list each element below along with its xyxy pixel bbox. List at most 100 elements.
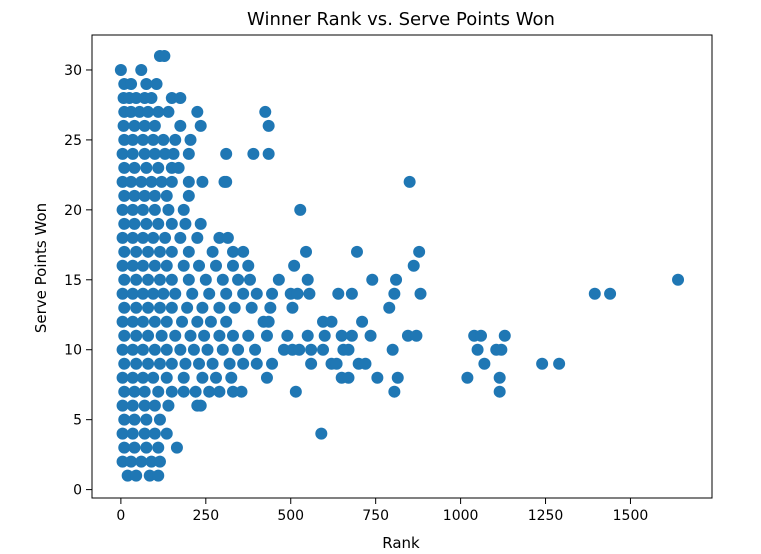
data-point <box>116 455 129 468</box>
data-point <box>126 399 139 412</box>
data-point <box>138 147 151 160</box>
data-point <box>198 329 211 342</box>
data-point <box>495 343 508 356</box>
data-point <box>191 105 204 118</box>
data-point <box>216 343 229 356</box>
data-point <box>182 273 195 286</box>
data-point <box>345 287 358 300</box>
data-point <box>177 371 190 384</box>
data-point <box>553 357 566 370</box>
data-point <box>213 231 226 244</box>
data-point <box>193 357 206 370</box>
data-point <box>153 413 166 426</box>
data-point <box>317 315 330 328</box>
data-point <box>260 329 273 342</box>
data-point <box>359 357 372 370</box>
data-point <box>160 315 173 328</box>
data-point <box>305 343 318 356</box>
data-point <box>158 49 171 62</box>
data-point <box>264 301 277 314</box>
y-tick-label: 10 <box>64 343 82 359</box>
data-point <box>301 329 314 342</box>
data-point <box>315 427 328 440</box>
data-point <box>126 203 139 216</box>
data-point <box>140 161 153 174</box>
data-point <box>126 371 139 384</box>
data-point <box>125 455 138 468</box>
data-point <box>226 259 239 272</box>
data-point <box>152 105 165 118</box>
data-point <box>162 203 175 216</box>
data-point <box>148 203 161 216</box>
data-point <box>366 273 379 286</box>
data-point <box>165 301 178 314</box>
data-point <box>128 189 141 202</box>
data-point <box>133 105 146 118</box>
data-point <box>126 147 139 160</box>
data-point <box>165 273 178 286</box>
data-point <box>493 385 506 398</box>
data-point <box>138 385 151 398</box>
data-point <box>126 287 139 300</box>
y-tick-label: 20 <box>64 203 82 219</box>
data-point <box>136 315 149 328</box>
points-layer <box>114 49 685 482</box>
data-point <box>189 385 202 398</box>
data-point <box>125 105 138 118</box>
data-point <box>130 357 143 370</box>
data-point <box>262 147 275 160</box>
data-point <box>293 343 306 356</box>
data-point <box>179 357 192 370</box>
x-tick-label: 1500 <box>613 508 649 524</box>
data-point <box>130 91 143 104</box>
data-point <box>191 315 204 328</box>
data-point <box>169 329 182 342</box>
data-point <box>672 273 685 286</box>
data-point <box>388 385 401 398</box>
data-point <box>114 63 127 76</box>
data-point <box>237 287 250 300</box>
data-point <box>118 385 131 398</box>
data-point <box>281 329 294 342</box>
data-point <box>342 343 355 356</box>
data-point <box>140 217 153 230</box>
data-point <box>225 371 238 384</box>
data-point <box>210 371 222 384</box>
data-point <box>155 175 168 188</box>
y-tick-label: 0 <box>73 483 82 499</box>
data-point <box>128 161 141 174</box>
data-point <box>318 329 331 342</box>
data-point <box>140 441 153 454</box>
data-point <box>118 133 131 146</box>
data-point <box>116 371 129 384</box>
data-point <box>386 343 399 356</box>
data-point <box>162 399 175 412</box>
data-point <box>242 259 255 272</box>
data-point <box>116 399 129 412</box>
data-point <box>148 343 161 356</box>
data-point <box>128 413 141 426</box>
data-point <box>493 371 506 384</box>
data-point <box>153 245 166 258</box>
data-point <box>160 343 173 356</box>
data-point <box>259 105 272 118</box>
data-point <box>206 357 219 370</box>
data-point <box>199 273 212 286</box>
data-point <box>118 217 131 230</box>
data-point <box>226 245 239 258</box>
data-point <box>194 217 207 230</box>
data-point <box>410 329 423 342</box>
data-point <box>364 329 377 342</box>
data-point <box>220 287 233 300</box>
data-point <box>220 147 233 160</box>
data-point <box>128 217 141 230</box>
data-point <box>204 315 217 328</box>
data-point <box>136 203 149 216</box>
data-point <box>142 301 155 314</box>
data-point <box>135 63 148 76</box>
data-point <box>130 245 143 258</box>
data-point <box>237 245 250 258</box>
data-point <box>184 133 197 146</box>
data-point <box>201 343 214 356</box>
data-point <box>182 189 195 202</box>
